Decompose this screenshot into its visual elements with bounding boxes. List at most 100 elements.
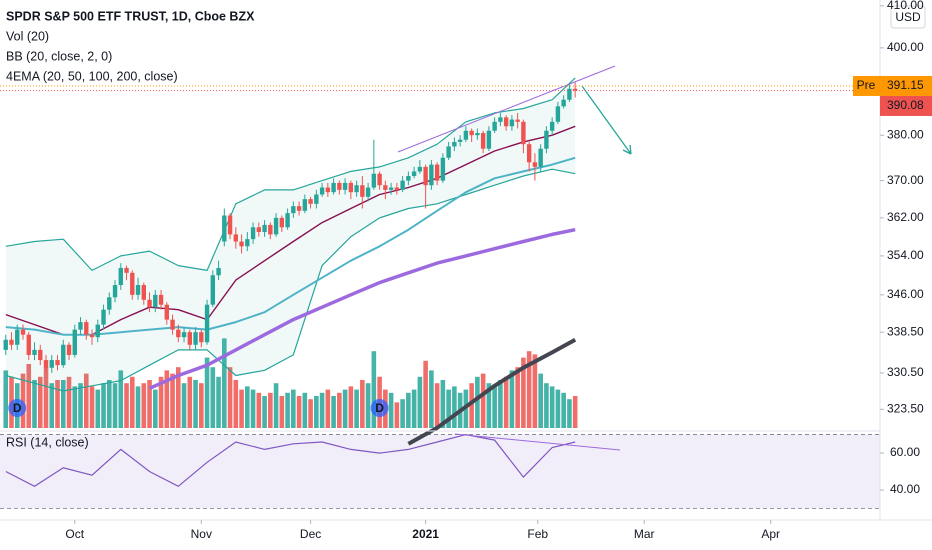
candle-body xyxy=(135,285,141,295)
volume-bar xyxy=(83,373,89,428)
x-tick-label: Apr xyxy=(761,527,780,541)
volume-bar xyxy=(446,389,451,428)
candle-body xyxy=(107,297,112,310)
x-tick-label: Oct xyxy=(65,527,84,541)
volume-bar xyxy=(434,383,440,428)
candle-body xyxy=(388,187,394,190)
candle-body xyxy=(285,213,290,228)
candle-body xyxy=(342,182,348,190)
candle-body xyxy=(492,121,497,131)
candle-body xyxy=(446,146,451,158)
candle-body xyxy=(153,294,158,308)
candle-body xyxy=(204,304,210,343)
candle-body xyxy=(227,215,233,235)
plot-area xyxy=(0,77,880,509)
y-tick-label: 362.00 xyxy=(887,210,924,224)
candle-body xyxy=(325,187,331,193)
volume-bar xyxy=(469,383,474,428)
volume-bar xyxy=(417,376,423,428)
candle-body xyxy=(141,285,146,300)
candle-body xyxy=(469,130,474,136)
candle-body xyxy=(78,322,83,330)
volume-bar xyxy=(245,386,250,428)
volume-bar xyxy=(475,376,480,428)
volume-bar xyxy=(549,386,555,428)
x-tick-label: Feb xyxy=(527,527,548,541)
candle-body xyxy=(532,162,538,167)
currency-box[interactable] xyxy=(890,5,926,29)
pre-tag-label: Pre xyxy=(857,78,876,92)
volume-bar xyxy=(291,389,296,428)
volume-bar xyxy=(49,383,55,428)
candle-body xyxy=(193,332,198,345)
last-price-label: 390.08 xyxy=(887,98,924,112)
candle-body xyxy=(176,329,181,338)
candle-body xyxy=(130,272,135,295)
candle-body xyxy=(544,130,549,149)
candle-body xyxy=(440,157,446,181)
candle-body xyxy=(3,339,8,350)
legend-line: 4EMA (20, 50, 100, 200, close) xyxy=(6,69,178,83)
volume-bar xyxy=(101,383,106,428)
candle-body xyxy=(572,88,578,91)
volume-bar xyxy=(279,396,285,428)
indicator-line xyxy=(5,77,576,271)
volume-bar xyxy=(129,376,135,428)
candle-body xyxy=(95,324,100,338)
candle-body xyxy=(567,88,572,100)
volume-bar xyxy=(216,376,221,428)
candle-body xyxy=(43,360,49,368)
volume-bar xyxy=(262,396,267,428)
dividend-marker xyxy=(8,399,27,417)
currency: USD xyxy=(895,10,921,24)
candle-body xyxy=(84,322,89,335)
volume-bar xyxy=(147,380,152,428)
candle-body xyxy=(72,329,77,355)
candle-body xyxy=(256,227,262,233)
chart-title: SPDR S&P 500 ETF TRUST, 1D, Cboe BZX xyxy=(6,9,255,23)
candle-body xyxy=(15,329,20,345)
rsi-trend-line xyxy=(454,433,621,451)
y-tick-label: 410.00 xyxy=(887,0,924,12)
candle-body xyxy=(377,173,382,186)
candle-body xyxy=(452,141,457,147)
candle-body xyxy=(9,339,14,345)
y-tick-label: 338.50 xyxy=(887,324,924,338)
candle-body xyxy=(273,217,279,235)
indicator-line xyxy=(5,168,576,392)
candle-body xyxy=(112,285,118,298)
candle-body xyxy=(49,360,54,368)
candle-body xyxy=(164,304,169,320)
rsi-band xyxy=(0,434,880,509)
candle-body xyxy=(319,187,325,195)
volume-bar xyxy=(555,389,561,428)
x-tick-label: 2021 xyxy=(412,527,439,541)
y-tick-label: 346.00 xyxy=(887,287,924,301)
volume-bar xyxy=(95,389,101,428)
arrow-drawing xyxy=(581,85,632,155)
volume-bar xyxy=(406,392,411,428)
volume-bar xyxy=(181,383,187,428)
candle-body xyxy=(302,199,308,211)
candle-body xyxy=(331,182,336,193)
volume-bar xyxy=(222,338,227,428)
volume-bar xyxy=(256,392,262,428)
candle-body xyxy=(147,299,152,308)
y-tick-label: 323.50 xyxy=(887,402,924,416)
candle-body xyxy=(429,164,434,186)
volume-bar xyxy=(394,402,400,428)
candle-body xyxy=(498,117,503,122)
volume-bar xyxy=(314,396,319,428)
volume-bar xyxy=(170,373,175,428)
volume-bar xyxy=(296,396,302,428)
volume-bar xyxy=(233,380,239,428)
candle-body xyxy=(383,185,388,190)
volume-bar xyxy=(308,399,313,428)
volume-bar xyxy=(400,399,405,428)
candle-body xyxy=(515,119,520,122)
candle-body xyxy=(308,199,313,204)
volume-bar xyxy=(72,386,78,428)
volume-bar xyxy=(452,386,457,428)
volume-bar xyxy=(135,386,141,428)
